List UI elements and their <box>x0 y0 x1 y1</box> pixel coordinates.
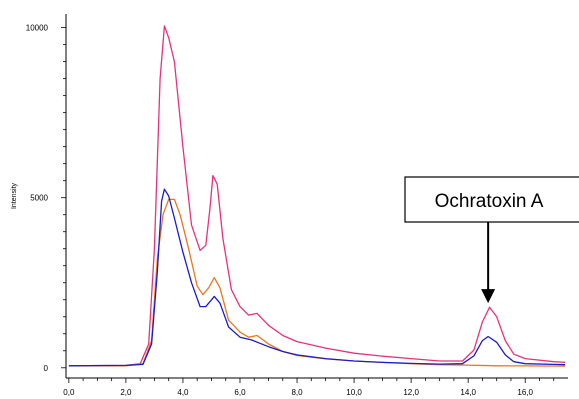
annotation-arrowhead <box>481 289 495 303</box>
x-tick-label: 2,0 <box>120 388 132 397</box>
x-tick-label: 12,0 <box>403 388 419 397</box>
y-tick-label: 0 <box>44 364 49 373</box>
x-tick-label: 4,0 <box>177 388 189 397</box>
x-tick-label: 0,0 <box>63 388 75 397</box>
x-ticks: 0,0 2,0 4,0 6,0 8,0 10,0 12,0 14,0 16,0 <box>63 378 553 397</box>
y-tick-label: 10000 <box>26 24 49 33</box>
annotation-label: Ochratoxin A <box>435 191 544 212</box>
y-axis-title: Intensity <box>11 182 18 209</box>
x-tick-label: 6,0 <box>234 388 246 397</box>
x-tick-label: 16,0 <box>517 388 533 397</box>
y-ticks: 0 5000 10000 <box>26 24 66 373</box>
x-tick-label: 8,0 <box>291 388 303 397</box>
x-tick-label: 10,0 <box>346 388 362 397</box>
y-tick-label: 5000 <box>30 194 48 203</box>
series-line-2 <box>69 199 565 366</box>
ochratoxin-annotation: Ochratoxin A <box>405 177 579 303</box>
x-tick-label: 14,0 <box>460 388 476 397</box>
